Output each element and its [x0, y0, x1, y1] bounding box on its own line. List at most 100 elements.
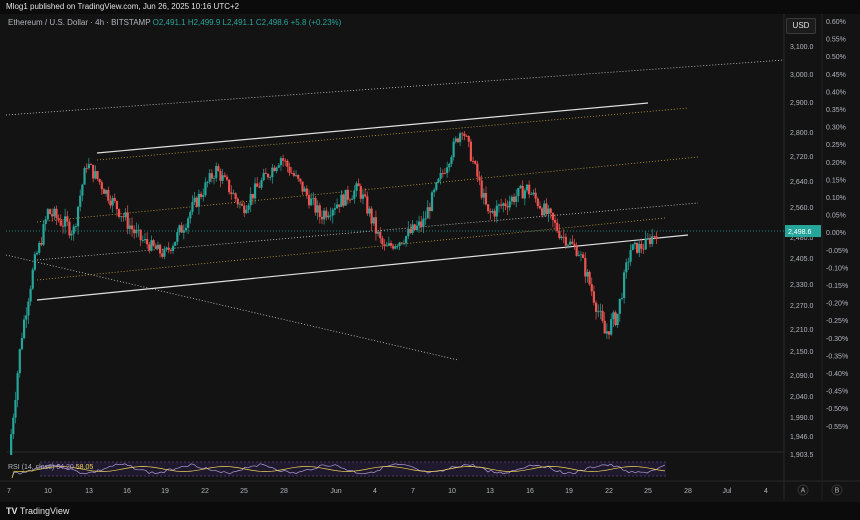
candle-body [232, 193, 235, 195]
publisher-text: Mlog1 published on TradingView.com, Jun … [6, 2, 240, 11]
candle-body [189, 211, 192, 219]
candle-body [64, 216, 67, 227]
candle-body [165, 247, 168, 250]
y-tick-label: 2,040.0 [790, 394, 813, 401]
candle-body [33, 254, 36, 270]
candle-body [566, 244, 570, 246]
candle-body [87, 164, 90, 169]
channel-mid-line-1 [96, 107, 689, 161]
candle-body [534, 192, 537, 199]
candle-body [616, 313, 619, 326]
candle-body [476, 163, 479, 177]
candle-body [409, 228, 412, 233]
candle-body [366, 196, 369, 214]
y-pct-tick-label: -0.25% [826, 318, 848, 325]
currency-button[interactable]: USD [786, 18, 816, 34]
candle-body [74, 226, 78, 228]
candle-body [329, 215, 332, 217]
y-pct-tick-label: 0.30% [826, 125, 846, 132]
y-pct-tick-label: -0.10% [826, 265, 848, 272]
candle-body [148, 244, 151, 251]
candle-body [171, 245, 175, 251]
candle-body [266, 173, 270, 178]
candle-body [415, 225, 419, 230]
candle-body [640, 243, 643, 249]
change-value: +5.8 (+0.23%) [290, 18, 342, 27]
candle-body [193, 197, 196, 203]
candle-body [117, 209, 121, 217]
candle-body [383, 244, 386, 247]
candle-body [204, 182, 207, 196]
candle-body [392, 245, 395, 249]
candle-body [314, 197, 317, 213]
candle-body [223, 175, 226, 177]
candle-body [642, 248, 645, 250]
candle-body [102, 189, 106, 194]
candle-body [290, 172, 293, 174]
candle-body [361, 194, 365, 199]
candle-body [23, 319, 26, 339]
candle-body [405, 236, 408, 244]
candle-body [251, 193, 254, 199]
y-pct-tick-label: 0.55% [826, 37, 846, 44]
candle-body [10, 434, 13, 455]
candle-body [573, 243, 576, 247]
y-tick-label: 2,150.0 [790, 349, 813, 356]
candle-body [40, 242, 43, 245]
candle-body [467, 135, 470, 142]
candle-body [113, 198, 116, 202]
x-tick-label: 25 [240, 488, 248, 495]
channel-bottom-line [36, 234, 689, 301]
candle-body [258, 186, 261, 188]
candle-body [510, 196, 513, 202]
candle-body [506, 205, 509, 208]
candle-body [564, 236, 567, 246]
y-tick-label: 1,990.0 [790, 415, 813, 422]
y-tick-label: 2,720.0 [790, 154, 813, 161]
candle-body [348, 199, 352, 201]
candle-body [253, 183, 257, 199]
candle-body [376, 231, 380, 234]
candle-body [202, 195, 205, 197]
axis-marker-label: A [801, 488, 806, 495]
candle-body [210, 173, 213, 179]
candle-body [627, 261, 630, 263]
candle-body [530, 194, 533, 195]
last-price-label: 2,498.6 [788, 229, 811, 236]
candle-body [57, 218, 60, 221]
candle-body [331, 209, 334, 216]
candle-body [35, 252, 39, 255]
candle-body [491, 210, 494, 213]
candle-body [368, 208, 371, 214]
candle-body [320, 216, 324, 220]
candle-body [489, 211, 492, 213]
candle-body [601, 310, 604, 321]
y-tick-label: 2,480.0 [790, 235, 813, 242]
candle-body [107, 189, 110, 201]
candle-body [575, 246, 578, 256]
candle-body [452, 141, 455, 158]
candle-body [484, 193, 488, 205]
candle-body [275, 167, 278, 172]
candle-body [195, 197, 198, 207]
y-tick-label: 1,946.0 [790, 434, 813, 441]
candle-body [146, 239, 149, 245]
y-pct-tick-label: -0.50% [826, 406, 848, 413]
candle-body [482, 193, 485, 198]
candle-body [178, 225, 181, 233]
candle-body [29, 288, 32, 302]
candle-body [176, 232, 179, 242]
candle-body [184, 227, 188, 231]
candle-body [76, 206, 80, 227]
x-tick-label: 7 [411, 488, 415, 495]
candle-body [318, 205, 321, 217]
x-tick-label: 10 [44, 488, 52, 495]
candle-body [497, 204, 501, 206]
channel-mid-line-3 [36, 202, 699, 261]
candle-body [355, 183, 358, 191]
y-pct-tick-label: 0.25% [826, 142, 846, 149]
candle-body [545, 203, 548, 215]
candle-body [381, 238, 384, 245]
candle-body [411, 224, 414, 233]
